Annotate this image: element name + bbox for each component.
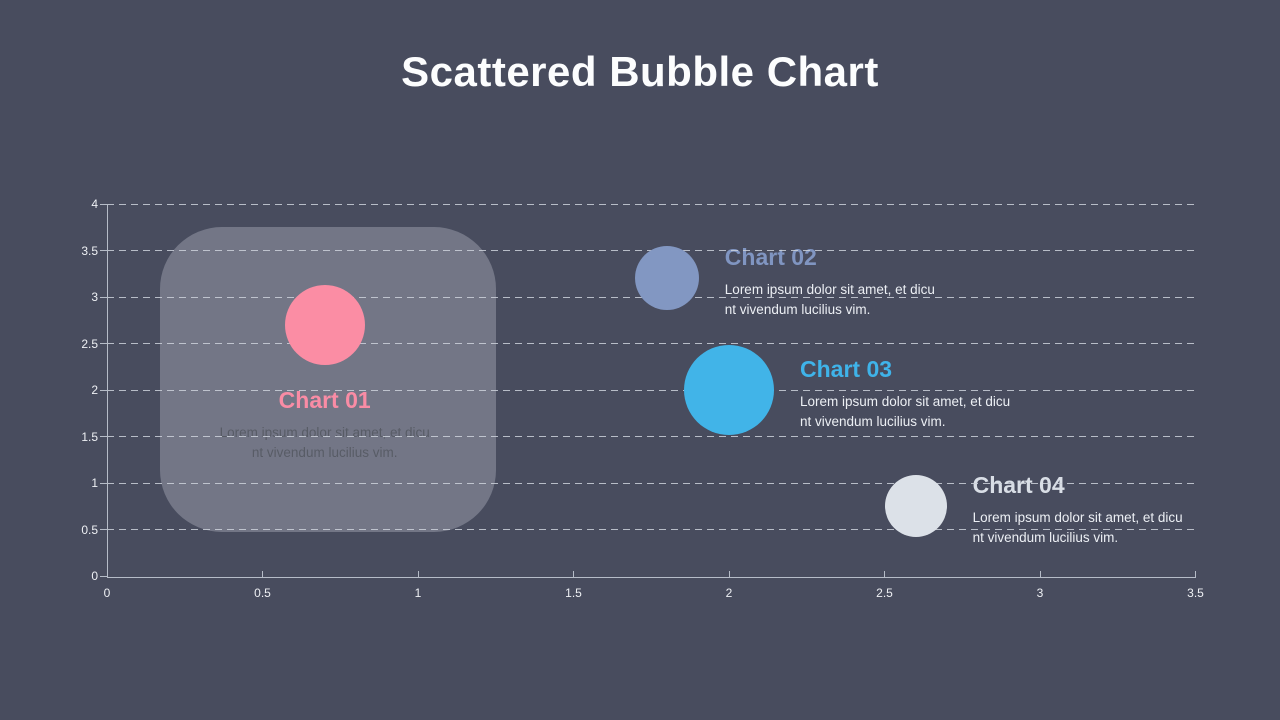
x-tick [884, 571, 885, 577]
x-tick [1039, 571, 1041, 577]
y-tick-label: 2.5 [81, 336, 98, 351]
x-tick-label: 3 [1036, 586, 1044, 600]
x-tick-label: 0 [103, 586, 111, 600]
x-tick [417, 571, 419, 577]
y-tick [100, 203, 107, 205]
x-tick-label: 1 [414, 586, 422, 600]
bubble-chart-02 [634, 246, 699, 311]
page-title: Scattered Bubble Chart [401, 48, 879, 95]
y-tick [100, 389, 107, 391]
y-gridline [107, 343, 1196, 344]
x-tick [728, 571, 730, 577]
y-tick [100, 250, 107, 251]
y-tick [100, 575, 107, 577]
x-tick [262, 571, 263, 577]
x-tick-label: 2 [725, 586, 733, 600]
y-tick-label: 0.5 [81, 522, 98, 537]
y-tick-label: 4 [91, 197, 98, 211]
bubble-chart-01 [284, 284, 365, 365]
bubble-desc-1: Lorem ipsum dolor sit amet, et dicu nt v… [219, 424, 430, 460]
bubble-desc-4: Lorem ipsum dolor sit amet, et dicu nt v… [972, 510, 1183, 546]
y-tick [100, 436, 107, 437]
y-gridline [107, 529, 1196, 530]
y-gridline [107, 436, 1196, 437]
y-tick-label: 1.5 [81, 429, 98, 444]
y-tick [100, 482, 107, 484]
y-tick [100, 296, 107, 298]
y-tick-label: 3.5 [81, 243, 98, 258]
x-tick [1195, 571, 1196, 577]
y-axis [107, 204, 108, 577]
x-axis [107, 577, 1196, 578]
bubble-label-2: Chart 02 [724, 244, 817, 271]
bubble-label-3: Chart 03 [800, 356, 893, 382]
y-tick-label: 0 [91, 569, 98, 583]
x-tick-label: 2.5 [876, 586, 893, 600]
y-tick [100, 343, 107, 344]
y-gridline [107, 482, 1196, 484]
bubble-label-1: Chart 01 [278, 386, 371, 413]
y-gridline [107, 203, 1196, 205]
highlight-box [159, 227, 496, 533]
y-tick-label: 3 [91, 290, 98, 304]
y-tick-label: 2 [91, 383, 98, 397]
y-tick-label: 1 [91, 476, 98, 490]
x-tick-label: 3.5 [1187, 586, 1204, 600]
bubble-label-4: Chart 04 [972, 472, 1065, 499]
y-gridline [107, 389, 1196, 391]
x-tick-label: 1.5 [565, 586, 582, 600]
x-tick-label: 0.5 [254, 586, 271, 600]
bubble-chart-04 [884, 475, 947, 538]
y-tick [100, 529, 107, 530]
x-tick [106, 571, 108, 577]
bubble-chart-03 [684, 345, 774, 435]
x-tick [573, 571, 574, 577]
bubble-desc-2: Lorem ipsum dolor sit amet, et dicu nt v… [724, 282, 935, 318]
bubble-desc-3: Lorem ipsum dolor sit amet, et dicu nt v… [800, 394, 1011, 429]
